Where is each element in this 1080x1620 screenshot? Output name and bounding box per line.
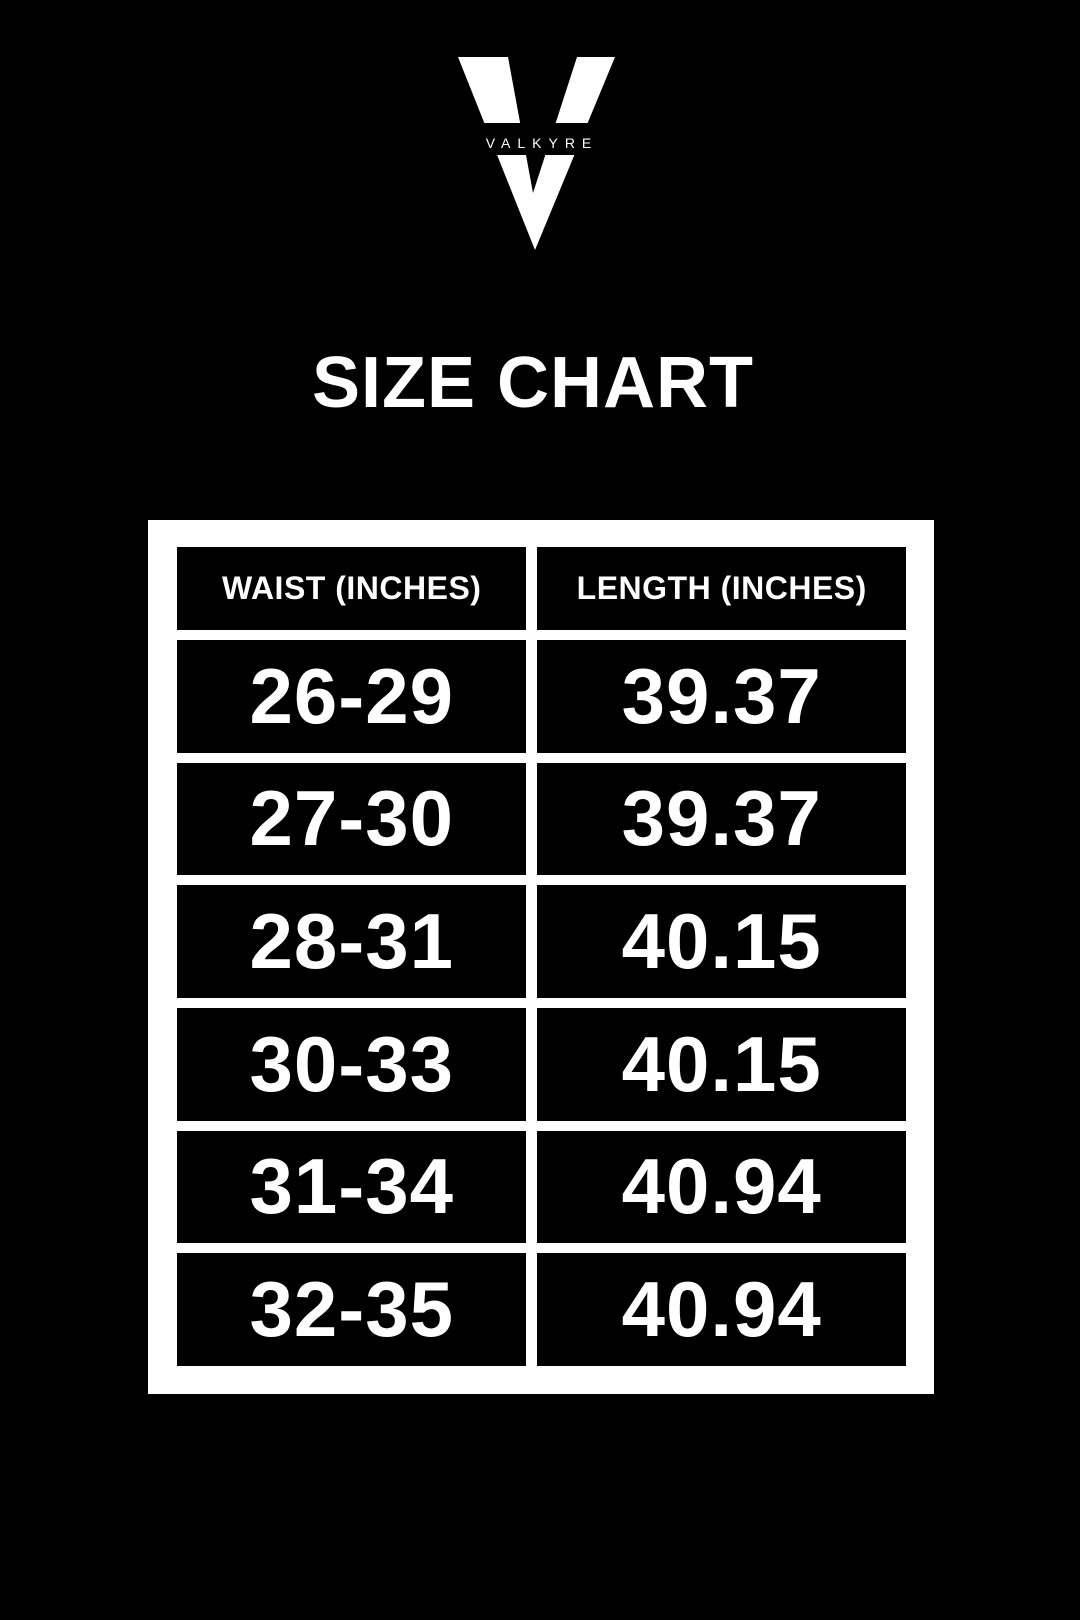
v-chevron-icon bbox=[458, 57, 615, 250]
waist-cell: 28-31 bbox=[177, 885, 527, 998]
waist-cell: 32-35 bbox=[177, 1253, 527, 1366]
logo-band bbox=[430, 123, 650, 155]
length-cell: 40.94 bbox=[537, 1253, 906, 1366]
size-table-panel: WAIST (INCHES) LENGTH (INCHES) 26-29 39.3… bbox=[148, 520, 934, 1394]
column-header-waist: WAIST (INCHES) bbox=[177, 547, 527, 630]
length-cell: 40.15 bbox=[537, 1007, 906, 1121]
brand-name: VALKYRE bbox=[486, 135, 599, 151]
length-cell: 39.37 bbox=[537, 640, 906, 753]
waist-cell: 30-33 bbox=[177, 1007, 527, 1121]
size-table: WAIST (INCHES) LENGTH (INCHES) 26-29 39.3… bbox=[177, 547, 906, 1366]
page-title: SIZE CHART bbox=[312, 343, 754, 423]
waist-cell: 27-30 bbox=[177, 762, 527, 876]
length-cell: 39.37 bbox=[537, 762, 906, 876]
length-cell: 40.94 bbox=[537, 1130, 906, 1244]
brand-logo: VALKYRE bbox=[430, 57, 650, 250]
column-header-length: LENGTH (INCHES) bbox=[537, 547, 906, 630]
length-cell: 40.15 bbox=[537, 885, 906, 998]
waist-cell: 31-34 bbox=[177, 1130, 527, 1244]
waist-cell: 26-29 bbox=[177, 640, 527, 753]
